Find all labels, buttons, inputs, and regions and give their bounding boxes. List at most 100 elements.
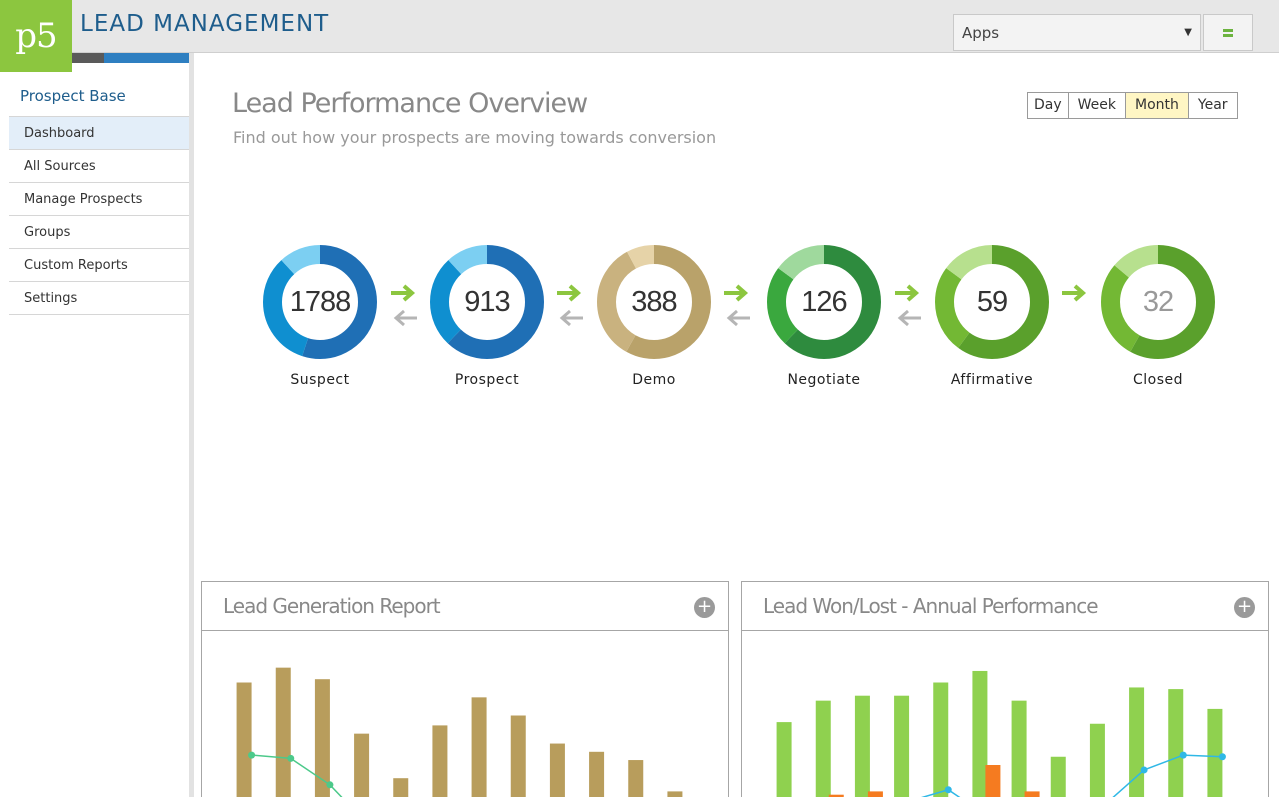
chart-bar[interactable] [393, 778, 409, 797]
funnel-stage-closed[interactable]: 32 Closed [1092, 244, 1222, 394]
chart-bar[interactable] [985, 765, 1001, 797]
sidebar-item-manage-prospects[interactable]: Manage Prospects [9, 183, 189, 216]
chart-bar[interactable] [354, 733, 370, 797]
period-switcher: Day Week Month Year [1027, 92, 1238, 119]
sidebar-item-custom-reports[interactable]: Custom Reports [9, 249, 189, 282]
chart-point[interactable] [248, 751, 256, 759]
chart-line [251, 754, 343, 797]
sidebar-item-all-sources[interactable]: All Sources [9, 150, 189, 183]
chart-bar[interactable] [1207, 708, 1223, 797]
sidebar-item-groups[interactable]: Groups [9, 216, 189, 249]
stage-label: Suspect [290, 372, 350, 388]
stage-count: 126 [801, 286, 847, 318]
donut-segment [1101, 245, 1215, 359]
funnel-stage-prospect[interactable]: 913 Prospect [421, 244, 551, 394]
stage-count: 1788 [289, 286, 352, 318]
panel-title: Lead Won/Lost - Annual Performance [763, 594, 1098, 618]
donut-chart [935, 245, 1049, 359]
chart-bar[interactable] [432, 725, 448, 797]
donut-chart [430, 245, 544, 359]
chart-bar[interactable] [972, 670, 988, 797]
menu-button[interactable] [1203, 14, 1253, 51]
sidebar-item-dashboard[interactable]: Dashboard [9, 117, 189, 150]
chart-bar[interactable] [854, 695, 870, 797]
chart-bar[interactable] [828, 794, 844, 797]
donut-segment [935, 245, 1049, 359]
period-day-button[interactable]: Day [1034, 97, 1062, 113]
app-title: LEAD MANAGEMENT [80, 11, 330, 37]
chart-bar[interactable] [776, 722, 792, 797]
chart-bar[interactable] [867, 791, 883, 797]
chart-point[interactable] [1179, 751, 1187, 759]
chart-bar[interactable] [314, 679, 330, 797]
page-subtitle: Find out how your prospects are moving t… [233, 128, 717, 147]
funnel-stage-negotiate[interactable]: 126 Negotiate [758, 244, 888, 394]
chart-bar[interactable] [1089, 723, 1105, 797]
panel-header: Lead Won/Lost - Annual Performance + [742, 582, 1268, 631]
stage-count: 388 [631, 286, 677, 318]
expand-plus-icon[interactable]: + [1234, 597, 1255, 618]
forward-back-arrows-icon [391, 284, 417, 327]
funnel-stage-demo[interactable]: 388 Demo [588, 244, 718, 394]
donut-segment [430, 245, 544, 359]
chart-point[interactable] [287, 754, 295, 762]
lead-generation-chart [236, 667, 683, 797]
chart-point[interactable] [1218, 753, 1226, 761]
stage-label: Affirmative [950, 372, 1034, 388]
won-lost-panel: Lead Won/Lost - Annual Performance + [741, 581, 1269, 797]
donut-segment [430, 245, 544, 359]
chart-point[interactable] [326, 781, 334, 789]
page-title: Lead Performance Overview [232, 88, 588, 119]
chart-bar[interactable] [667, 791, 683, 797]
chart-point[interactable] [944, 786, 952, 794]
stage-label: Closed [1132, 372, 1184, 388]
chart-bar[interactable] [628, 760, 644, 797]
menu-icon [1223, 28, 1233, 37]
sidebar-item-settings[interactable]: Settings [9, 282, 189, 315]
won-lost-chart [776, 670, 1226, 797]
forward-arrow-icon [1062, 284, 1087, 302]
stage-label: Prospect [454, 372, 520, 388]
apps-dropdown[interactable]: Apps ▼ [953, 14, 1201, 51]
donut-segment [597, 245, 711, 359]
chart-bar[interactable] [510, 715, 526, 797]
donut-chart [263, 245, 377, 359]
funnel-stage-suspect[interactable]: 1788 Suspect [254, 244, 384, 394]
period-year-button[interactable]: Year [1187, 93, 1237, 118]
stage-count: 32 [1142, 286, 1174, 318]
chart-bar[interactable] [1050, 756, 1066, 797]
app-logo[interactable]: p5 [0, 0, 72, 72]
stage-label: Demo [632, 372, 676, 388]
stage-count: 59 [976, 286, 1008, 318]
chart-bar[interactable] [549, 743, 565, 797]
logo-text: p5 [15, 16, 57, 56]
period-week-button[interactable]: Week [1067, 93, 1125, 118]
sidebar-section-title[interactable]: Prospect Base [20, 87, 126, 105]
expand-plus-icon[interactable]: + [694, 597, 715, 618]
chart-bar[interactable] [933, 682, 949, 797]
chart-bar[interactable] [589, 751, 605, 797]
sidebar-nav: Dashboard All Sources Manage Prospects G… [9, 116, 189, 315]
chart-bar[interactable] [815, 700, 831, 797]
header-accent-dark [72, 53, 104, 63]
lead-generation-panel: Lead Generation Report + [201, 581, 729, 797]
chart-bar[interactable] [236, 682, 252, 797]
chart-bar[interactable] [894, 695, 910, 797]
chart-bar[interactable] [1024, 791, 1040, 797]
chart-bar[interactable] [275, 667, 291, 797]
chart-bar[interactable] [1129, 687, 1145, 797]
chart-point[interactable] [1140, 766, 1148, 774]
stage-label: Negotiate [787, 372, 861, 388]
chart-bar[interactable] [1011, 700, 1027, 797]
sidebar-divider[interactable] [189, 53, 194, 797]
forward-back-arrows-icon [724, 284, 750, 327]
chart-line [921, 754, 1223, 797]
chart-bar[interactable] [471, 697, 487, 797]
donut-segment [767, 245, 881, 359]
chart-bar[interactable] [1168, 689, 1184, 797]
funnel-stage-affirmative[interactable]: 59 Affirmative [926, 244, 1056, 394]
donut-segment [263, 245, 377, 359]
period-month-button[interactable]: Month [1125, 93, 1188, 118]
stage-count: 913 [464, 286, 510, 318]
panel-header: Lead Generation Report + [202, 582, 728, 631]
